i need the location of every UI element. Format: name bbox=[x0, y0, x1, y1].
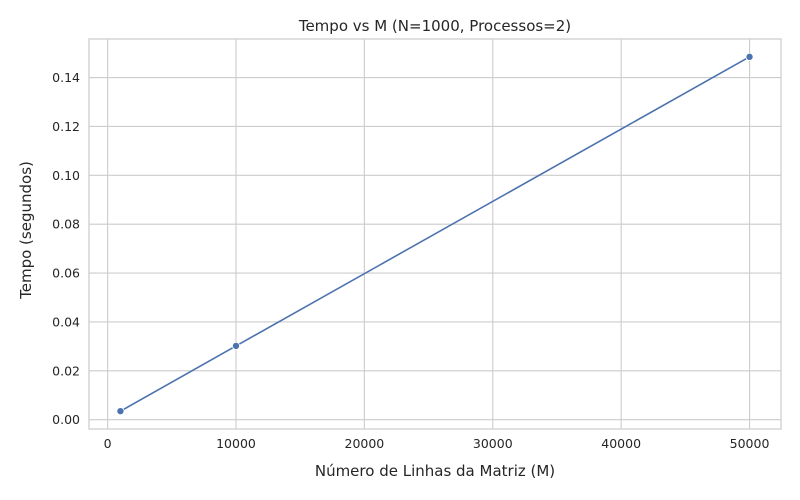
x-tick-label: 10000 bbox=[216, 436, 256, 451]
y-tick-label: 0.02 bbox=[52, 363, 80, 378]
plot-frame bbox=[88, 38, 782, 430]
x-tick-label: 50000 bbox=[730, 436, 770, 451]
y-tick-label: 0.12 bbox=[52, 119, 80, 134]
y-tick-label: 0.10 bbox=[52, 168, 80, 183]
x-tick-label: 0 bbox=[104, 436, 112, 451]
series-layer bbox=[116, 52, 754, 416]
y-tick-label: 0.08 bbox=[52, 217, 80, 232]
x-tick-label: 20000 bbox=[345, 436, 385, 451]
y-axis-ticks: 0.00 0.02 0.04 0.06 0.08 0.10 0.12 0.14 bbox=[52, 70, 80, 427]
y-tick-label: 0.04 bbox=[52, 314, 80, 329]
y-tick-label: 0.06 bbox=[52, 266, 80, 281]
x-axis-ticks: 0 10000 20000 30000 40000 50000 bbox=[104, 436, 770, 451]
y-tick-label: 0.00 bbox=[52, 412, 80, 427]
x-tick-label: 30000 bbox=[473, 436, 513, 451]
x-tick-label: 40000 bbox=[601, 436, 641, 451]
data-point bbox=[116, 407, 125, 416]
y-axis-label: Tempo (segundos) bbox=[17, 161, 35, 300]
grid bbox=[89, 39, 781, 429]
y-tick-label: 0.14 bbox=[52, 70, 80, 85]
chart-title: Tempo vs M (N=1000, Processos=2) bbox=[298, 17, 571, 35]
data-point bbox=[745, 52, 754, 61]
x-axis-label: Número de Linhas da Matriz (M) bbox=[315, 462, 555, 480]
data-point bbox=[232, 341, 241, 350]
